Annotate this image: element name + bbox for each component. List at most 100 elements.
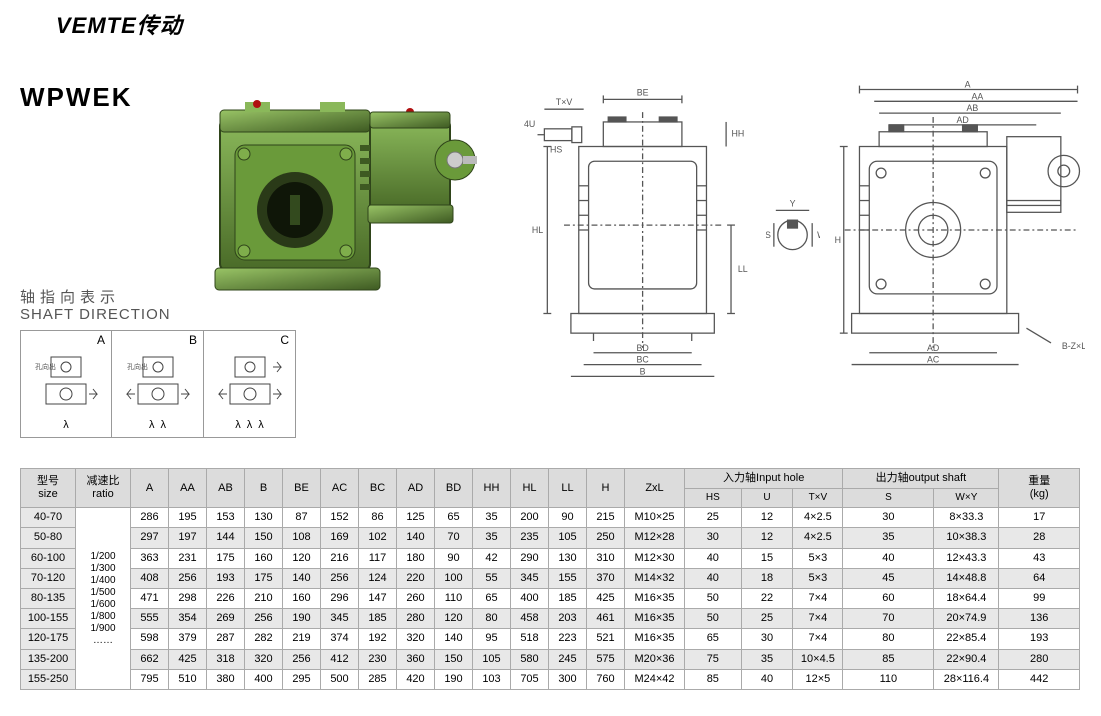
cell: 220 [397, 568, 435, 588]
cell-size: 70-120 [21, 568, 76, 588]
shaft-box-a: A 孔向出 λ [20, 330, 112, 438]
cell: 400 [245, 669, 283, 689]
dim-label: AD [927, 343, 939, 353]
shaft-box-c: C λ λ λ [204, 330, 296, 438]
cell-size: 80-135 [21, 588, 76, 608]
th-sub: HS [685, 489, 742, 508]
cell: 318 [207, 649, 245, 669]
lambda-icon: λ [258, 419, 264, 431]
table-row: 155-250795510380400295500285420190103705… [21, 669, 1080, 689]
cell: 64 [999, 568, 1080, 588]
cell: 345 [321, 609, 359, 629]
cell: 260 [397, 588, 435, 608]
lambda-icon: λ [235, 419, 241, 431]
lambda-icon: λ [161, 419, 167, 431]
cell: 297 [131, 528, 169, 548]
cell: 150 [435, 649, 473, 669]
cell: 25 [741, 609, 793, 629]
cell: 102 [359, 528, 397, 548]
shaft-direction-boxes: A 孔向出 λ B 孔向出 [20, 330, 296, 438]
shaft-box-b: B 孔向出 λ λ [112, 330, 204, 438]
cell: 345 [511, 568, 549, 588]
cell-size: 120-175 [21, 629, 76, 649]
cell: 175 [245, 568, 283, 588]
cell: 42 [473, 548, 511, 568]
cell: 55 [473, 568, 511, 588]
cell: 144 [207, 528, 245, 548]
shaft-side-text: 孔向出 [35, 362, 56, 371]
cell: 580 [511, 649, 549, 669]
cell: 20×74.9 [934, 609, 999, 629]
cell: 210 [245, 588, 283, 608]
cell: 370 [587, 568, 625, 588]
th-weight: 重量 (kg) [999, 469, 1080, 508]
th: HH [473, 469, 511, 508]
cell: 85 [843, 649, 934, 669]
cell: 230 [359, 649, 397, 669]
th: A [131, 469, 169, 508]
th-sub: W×Y [934, 489, 999, 508]
shaft-box-letter: C [280, 333, 289, 347]
cell: 7×4 [793, 609, 843, 629]
cell: 203 [549, 609, 587, 629]
cell: 43 [999, 548, 1080, 568]
table-row: 100-155555354269256190345185280120804582… [21, 609, 1080, 629]
cell: 500 [321, 669, 359, 689]
cell: 310 [587, 548, 625, 568]
dim-label: AD [956, 115, 968, 125]
cell: 320 [397, 629, 435, 649]
cell: 363 [131, 548, 169, 568]
cell: 130 [549, 548, 587, 568]
cell: 518 [511, 629, 549, 649]
th-sub: T×V [793, 489, 843, 508]
cell: 18×64.4 [934, 588, 999, 608]
th: ZxL [625, 469, 685, 508]
table-row: 135-200662425318320256412230360150105580… [21, 649, 1080, 669]
cell: 75 [685, 649, 742, 669]
cell-size: 135-200 [21, 649, 76, 669]
th-ratio: 减速比 ratio [76, 469, 131, 508]
cell: 197 [169, 528, 207, 548]
cell: 471 [131, 588, 169, 608]
cell: 286 [131, 508, 169, 528]
cell: 598 [131, 629, 169, 649]
cell: 354 [169, 609, 207, 629]
cell: 4×2.5 [793, 508, 843, 528]
cell-size: 100-155 [21, 609, 76, 629]
technical-drawings: BE T×V 4U HS HH HL LL BD BC B Y øS W [510, 75, 1085, 395]
table-row: 40-701/200 1/300 1/400 1/500 1/600 1/800… [21, 508, 1080, 528]
cell: 12 [741, 508, 793, 528]
cell-size: 155-250 [21, 669, 76, 689]
cell: 458 [511, 609, 549, 629]
lambda-icon: λ [63, 419, 69, 431]
cell: 50 [685, 609, 742, 629]
dim-label: B-Z×L [1061, 341, 1085, 351]
th-sub: S [843, 489, 934, 508]
cell: 408 [131, 568, 169, 588]
cell: 379 [169, 629, 207, 649]
cell: 400 [511, 588, 549, 608]
cell: 22 [741, 588, 793, 608]
cell: 108 [283, 528, 321, 548]
cell: 250 [587, 528, 625, 548]
dim-label: A [964, 80, 970, 90]
cell: M14×32 [625, 568, 685, 588]
cell: 235 [511, 528, 549, 548]
cell-size: 60-100 [21, 548, 76, 568]
dim-label: Y [789, 198, 795, 208]
cell: 223 [549, 629, 587, 649]
cell: 320 [245, 649, 283, 669]
cell: M10×25 [625, 508, 685, 528]
shaft-direction-label-cn: 轴指向表示 [20, 286, 120, 307]
cell: 219 [283, 629, 321, 649]
dim-label: HS [550, 144, 562, 154]
table-row: 80-1354712982262101602961472601106540018… [21, 588, 1080, 608]
cell: 662 [131, 649, 169, 669]
cell: 60 [843, 588, 934, 608]
th: AA [169, 469, 207, 508]
cell: 105 [473, 649, 511, 669]
brand-title: VEMTE传动 [56, 8, 183, 40]
cell: 65 [473, 588, 511, 608]
dim-label: W [817, 230, 820, 240]
cell: 22×85.4 [934, 629, 999, 649]
